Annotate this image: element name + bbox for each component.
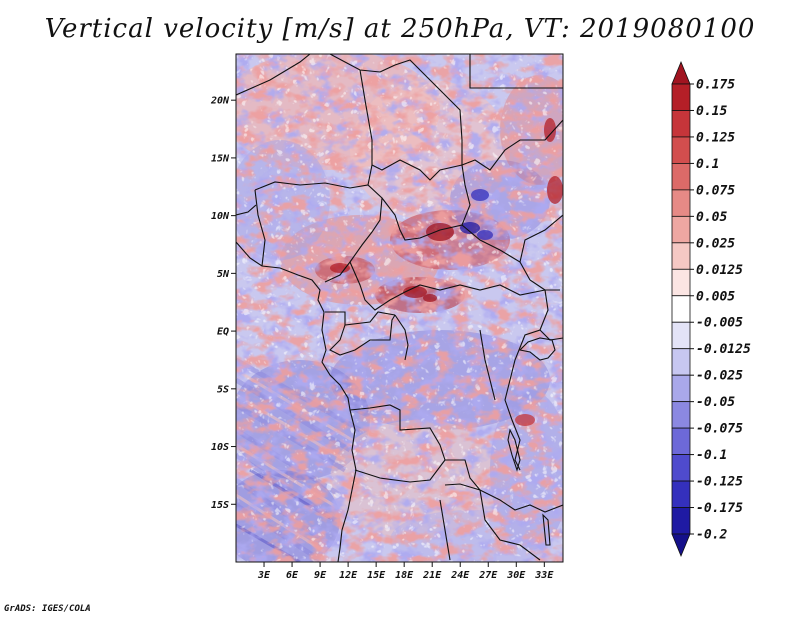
lat-tick-label: 5N: [217, 269, 230, 280]
lon-tick-label: 27E: [478, 570, 498, 581]
colorbar-level-label: -0.005: [696, 316, 743, 331]
colorbar-swatch: [671, 60, 691, 85]
colorbar-swatch: [671, 321, 691, 350]
latitude-axis: 20N 15N 10N 5N EQ 5S 10S 15S: [210, 96, 236, 511]
lat-tick-label: 10S: [211, 442, 229, 453]
lat-tick-label: EQ: [217, 327, 229, 338]
country-borders: [236, 54, 563, 562]
colorbar-level-label: 0.025: [696, 236, 735, 251]
colorbar-swatch: [671, 83, 691, 111]
map-title: Vertical velocity [m/s] at 250hPa, VT: 2…: [44, 14, 756, 44]
colorbar-swatch: [671, 401, 691, 429]
lon-tick-label: 33E: [534, 570, 554, 581]
vertical-velocity-field: [236, 54, 563, 562]
colorbar-level-label: 0.0125: [696, 263, 743, 278]
lon-tick-label: 21E: [422, 570, 442, 581]
colorbar-swatch: [671, 242, 691, 270]
colorbar-level-label: 0.15: [696, 104, 727, 119]
lon-tick-label: 15E: [367, 570, 386, 581]
lat-tick-label: 15N: [211, 153, 230, 164]
colorbar-level-label: 0.125: [696, 130, 735, 145]
colorbar-level-label: -0.125: [696, 475, 743, 490]
lon-tick-label: 9E: [314, 570, 327, 581]
colorbar-swatch: [671, 427, 691, 455]
lon-tick-label: 24E: [450, 570, 470, 581]
lon-tick-label: 18E: [395, 570, 414, 581]
colorbar-level-label: 0.05: [696, 210, 727, 225]
colorbar-swatch: [671, 295, 691, 323]
colorbar-swatch: [671, 215, 691, 244]
colorbar-level-label: 0.1: [696, 157, 719, 172]
lon-tick-label: 12E: [339, 570, 358, 581]
colorbar-swatch: [671, 136, 691, 164]
lon-tick-label: 30E: [506, 570, 526, 581]
colorbar-swatch: [671, 374, 691, 403]
colorbar-swatch: [671, 268, 691, 297]
plot-frame: [235, 53, 564, 563]
colorbar-level-label: 0.005: [696, 289, 735, 304]
colorbar-level-label: 0.075: [696, 183, 735, 198]
colorbar-level-label: 0.175: [696, 78, 735, 93]
grads-credit: GrADS: IGES/COLA: [4, 604, 91, 614]
colorbar-swatch: [671, 110, 691, 138]
lat-tick-label: 15S: [211, 500, 229, 511]
colorbar-swatch: [671, 163, 691, 191]
colorbar-level-label: -0.0125: [696, 342, 751, 357]
colorbar-swatch: [671, 480, 691, 508]
lat-tick-label: 5S: [217, 384, 229, 395]
colorbar-level-label: -0.175: [696, 501, 743, 516]
lon-tick-label: 6E: [286, 570, 299, 581]
colorbar-swatch: [671, 533, 691, 558]
longitude-axis: 3E 6E 9E 12E 15E 18E 21E 24E 27E 30E 33E: [257, 562, 554, 581]
colorbar-swatch: [671, 189, 691, 217]
lon-tick-label: 3E: [257, 570, 271, 581]
colorbar-level-label: -0.2: [696, 528, 727, 543]
colorbar-swatch: [671, 454, 691, 482]
colorbar-swatch: [671, 348, 691, 376]
colorbar-swatch: [671, 507, 691, 535]
colorbar: 0.175 0.15 0.125 0.1 0.075 0.05 0.025 0.0125 0.0…: [671, 60, 751, 558]
lat-tick-label: 20N: [210, 96, 230, 107]
colorbar-level-label: -0.025: [696, 369, 743, 384]
colorbar-level-label: -0.1: [696, 448, 727, 463]
lat-tick-label: 10N: [211, 211, 230, 222]
colorbar-level-label: -0.075: [696, 422, 743, 437]
colorbar-level-label: -0.05: [696, 395, 735, 410]
